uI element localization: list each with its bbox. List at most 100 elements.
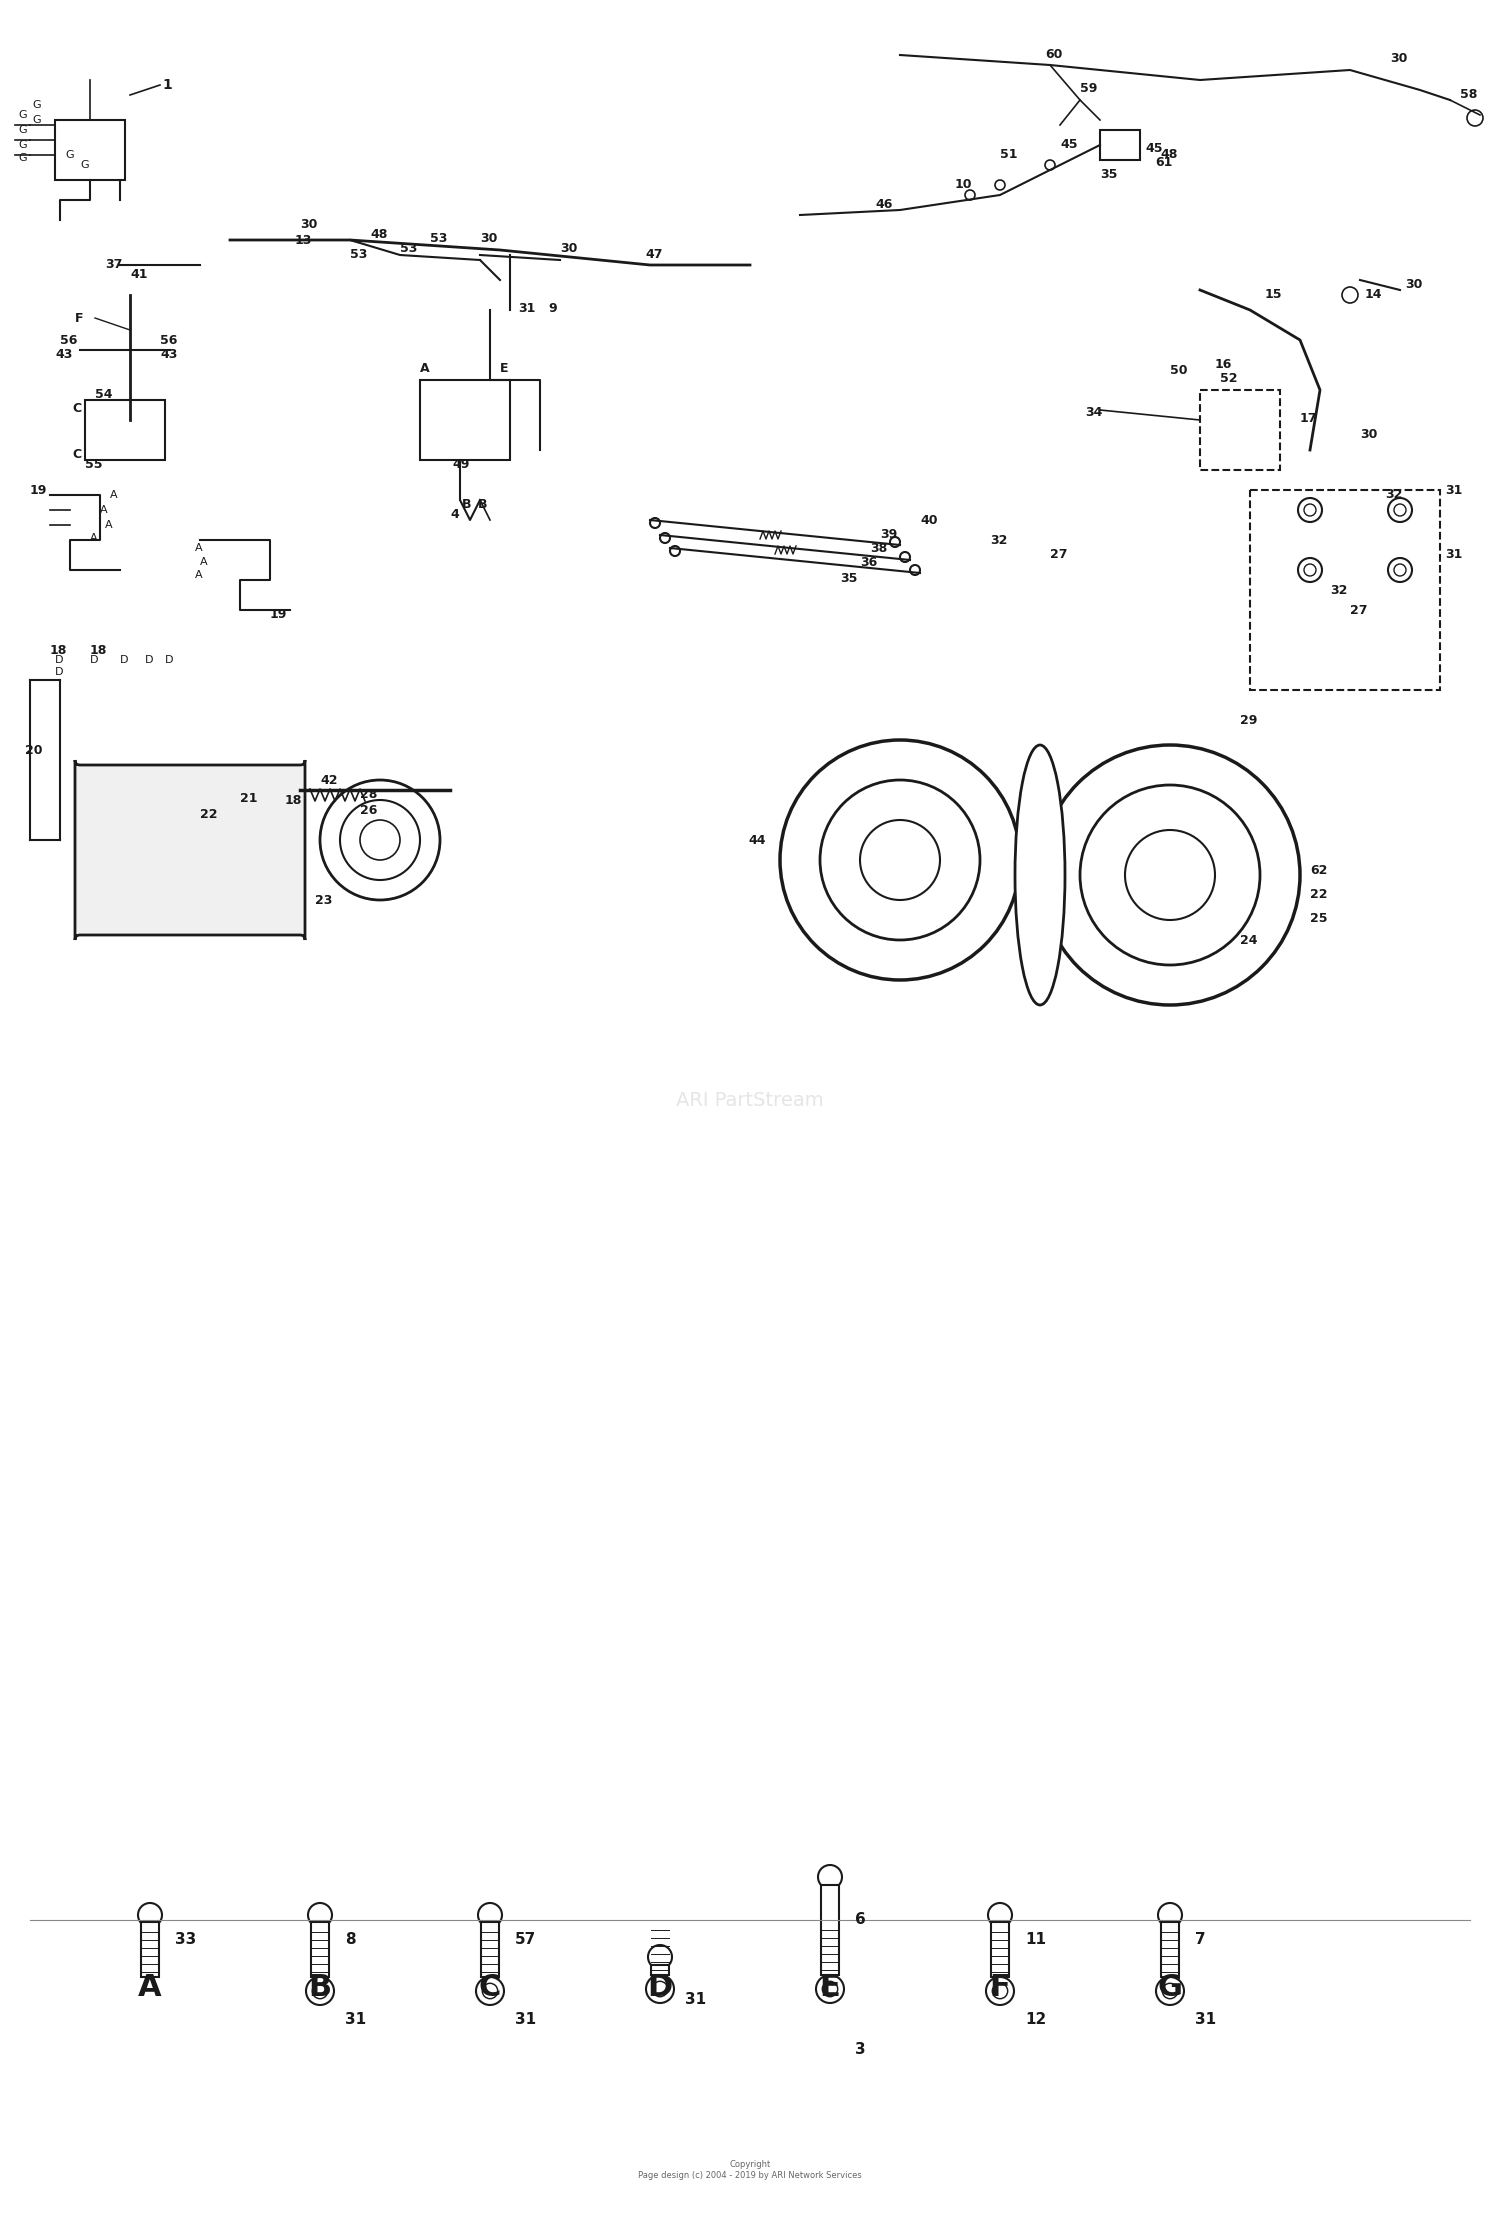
- Text: 24: 24: [1240, 933, 1257, 947]
- FancyBboxPatch shape: [86, 399, 165, 459]
- Circle shape: [1156, 1978, 1184, 2004]
- Text: 50: 50: [1170, 364, 1188, 377]
- Text: 6: 6: [855, 1913, 865, 1927]
- Circle shape: [1298, 499, 1322, 521]
- Circle shape: [890, 537, 900, 548]
- Circle shape: [670, 545, 680, 556]
- Text: D: D: [146, 654, 153, 665]
- Text: G: G: [18, 153, 27, 164]
- Circle shape: [360, 820, 401, 860]
- Text: G: G: [18, 111, 27, 120]
- Circle shape: [650, 519, 660, 528]
- Text: 25: 25: [1310, 911, 1328, 924]
- Text: 54: 54: [94, 388, 112, 401]
- Text: 17: 17: [1300, 412, 1317, 423]
- Text: 13: 13: [296, 233, 312, 246]
- Circle shape: [308, 1902, 332, 1927]
- Text: 18: 18: [50, 643, 68, 656]
- Text: 9: 9: [548, 302, 556, 315]
- Text: 31: 31: [1444, 548, 1462, 561]
- Text: C: C: [478, 1973, 501, 2002]
- Text: A: A: [138, 1973, 162, 2002]
- Circle shape: [1040, 745, 1300, 1004]
- FancyBboxPatch shape: [651, 1964, 669, 1975]
- FancyBboxPatch shape: [992, 1922, 1010, 1978]
- Text: 36: 36: [859, 556, 877, 570]
- Circle shape: [1158, 1902, 1182, 1927]
- Text: A: A: [195, 570, 202, 581]
- Circle shape: [1304, 503, 1316, 517]
- Text: 52: 52: [1220, 372, 1238, 384]
- Text: D: D: [648, 1973, 672, 2002]
- Circle shape: [340, 800, 420, 880]
- Text: F: F: [990, 1973, 1011, 2002]
- Text: G: G: [18, 140, 27, 151]
- Text: Copyright
Page design (c) 2004 - 2019 by ARI Network Services: Copyright Page design (c) 2004 - 2019 by…: [638, 2159, 862, 2179]
- Text: 4: 4: [450, 508, 459, 521]
- FancyBboxPatch shape: [1161, 1922, 1179, 1978]
- Text: 61: 61: [1155, 157, 1173, 168]
- Text: A: A: [110, 490, 117, 501]
- Text: 32: 32: [1384, 488, 1402, 501]
- Circle shape: [1125, 829, 1215, 920]
- Text: B: B: [478, 499, 488, 512]
- Text: 27: 27: [1050, 548, 1068, 561]
- Circle shape: [483, 1984, 498, 2000]
- Text: A: A: [195, 543, 202, 552]
- Text: 57: 57: [514, 1933, 537, 1947]
- Text: 22: 22: [1310, 889, 1328, 902]
- Text: G: G: [64, 151, 74, 160]
- Circle shape: [306, 1978, 334, 2004]
- FancyBboxPatch shape: [482, 1922, 500, 1978]
- Text: 35: 35: [1100, 168, 1118, 182]
- Text: 46: 46: [874, 200, 892, 211]
- Text: 43: 43: [160, 348, 177, 361]
- Text: D: D: [56, 667, 63, 676]
- Circle shape: [964, 191, 975, 200]
- Text: 30: 30: [1406, 279, 1422, 290]
- Text: 37: 37: [105, 259, 123, 270]
- Circle shape: [818, 1864, 842, 1889]
- Circle shape: [994, 180, 1005, 191]
- Text: 20: 20: [26, 743, 42, 756]
- Text: B: B: [309, 1973, 332, 2002]
- Text: 31: 31: [1196, 2013, 1216, 2029]
- Text: 3: 3: [855, 2042, 865, 2057]
- Text: G: G: [1158, 1973, 1182, 2002]
- Circle shape: [822, 1982, 837, 1998]
- FancyBboxPatch shape: [420, 379, 510, 459]
- Text: 35: 35: [840, 572, 858, 585]
- FancyBboxPatch shape: [56, 120, 125, 180]
- FancyBboxPatch shape: [1200, 390, 1280, 470]
- Circle shape: [478, 1902, 502, 1927]
- Text: G: G: [80, 160, 88, 171]
- Text: 7: 7: [1196, 1933, 1206, 1947]
- Text: 12: 12: [1024, 2013, 1047, 2029]
- Text: 30: 30: [1390, 51, 1407, 64]
- Text: ARI PartStream: ARI PartStream: [676, 1091, 824, 1108]
- Circle shape: [1388, 559, 1411, 583]
- Text: 39: 39: [880, 528, 897, 541]
- Circle shape: [910, 565, 920, 574]
- Text: 32: 32: [1330, 583, 1347, 596]
- FancyBboxPatch shape: [75, 760, 304, 940]
- FancyBboxPatch shape: [821, 1884, 839, 1975]
- Circle shape: [1046, 160, 1054, 171]
- Text: 38: 38: [870, 541, 888, 554]
- Text: 31: 31: [518, 302, 536, 315]
- Ellipse shape: [1016, 745, 1065, 1004]
- Text: 27: 27: [1350, 603, 1368, 616]
- Circle shape: [1467, 111, 1484, 126]
- Circle shape: [476, 1978, 504, 2004]
- Text: 30: 30: [480, 231, 498, 244]
- Text: 53: 53: [400, 242, 417, 255]
- Circle shape: [138, 1902, 162, 1927]
- Text: 32: 32: [990, 534, 1008, 548]
- FancyBboxPatch shape: [1250, 490, 1440, 689]
- Text: 44: 44: [748, 834, 765, 847]
- Circle shape: [986, 1978, 1014, 2004]
- Circle shape: [816, 1975, 844, 2002]
- Text: 26: 26: [360, 803, 378, 816]
- Text: 41: 41: [130, 268, 147, 282]
- Text: D: D: [90, 654, 99, 665]
